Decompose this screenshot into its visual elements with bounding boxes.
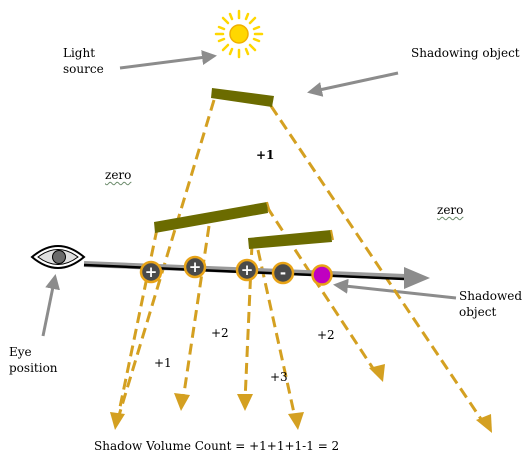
count-plus3-label: +3 [270,370,288,384]
shadow-edge-arrowheads [110,364,492,433]
occluder-bar [248,230,332,249]
shadowed-object-label: Shadowed object [459,289,523,319]
marker-plus-sign: + [189,258,202,276]
shadow-volume-formula: Shadow Volume Count = +1+1+1-1 = 2 [94,439,340,453]
count-plus1-label: +1 [154,356,172,370]
occluders [154,88,332,249]
zero-left-label: zero [105,168,132,182]
shadow-edge [117,228,159,413]
shadow-edge [256,249,298,423]
marker-minus: - [271,261,295,285]
shadowed-object-dot [311,264,333,286]
eye-position-pointer [41,274,60,337]
marker-plus: + [235,258,259,282]
shadowing-object-pointer [307,71,399,97]
eye-position-label: Eye position [9,345,58,375]
count-plus2-right-label: +2 [317,328,335,342]
marker-plus: + [139,260,163,284]
view-ray-arrowhead [404,267,430,289]
count-plus2-left-label: +2 [211,326,229,340]
marker-plus-sign: + [145,263,158,281]
occluder-bar [154,202,268,233]
arrowhead [237,394,253,411]
ray-markers: + + + - [139,255,333,286]
marker-minus-sign: - [280,264,286,282]
shadow-volume-edges [115,99,489,429]
callout-arrows [41,50,457,337]
count-top-label: +1 [256,148,275,162]
eye-icon [30,245,86,269]
arrowhead [174,393,190,411]
light-source-label: Light source [63,46,104,76]
light-source-pointer [119,50,217,70]
arrowhead [288,412,304,430]
sun-icon [214,9,264,59]
arrowhead [476,414,492,433]
occluder-caps [266,201,334,241]
shadow-edge [115,99,216,423]
marker-plus: + [183,255,207,279]
shadowing-object-label: Shadowing object [411,46,520,60]
zero-right-label: zero [437,203,464,217]
shadowing-object-bar [211,88,274,107]
shadow-edge [269,105,489,429]
shadow-edge [181,225,211,401]
marker-plus-sign: + [241,261,254,279]
arrowhead [369,364,385,382]
arrowhead [110,412,125,430]
